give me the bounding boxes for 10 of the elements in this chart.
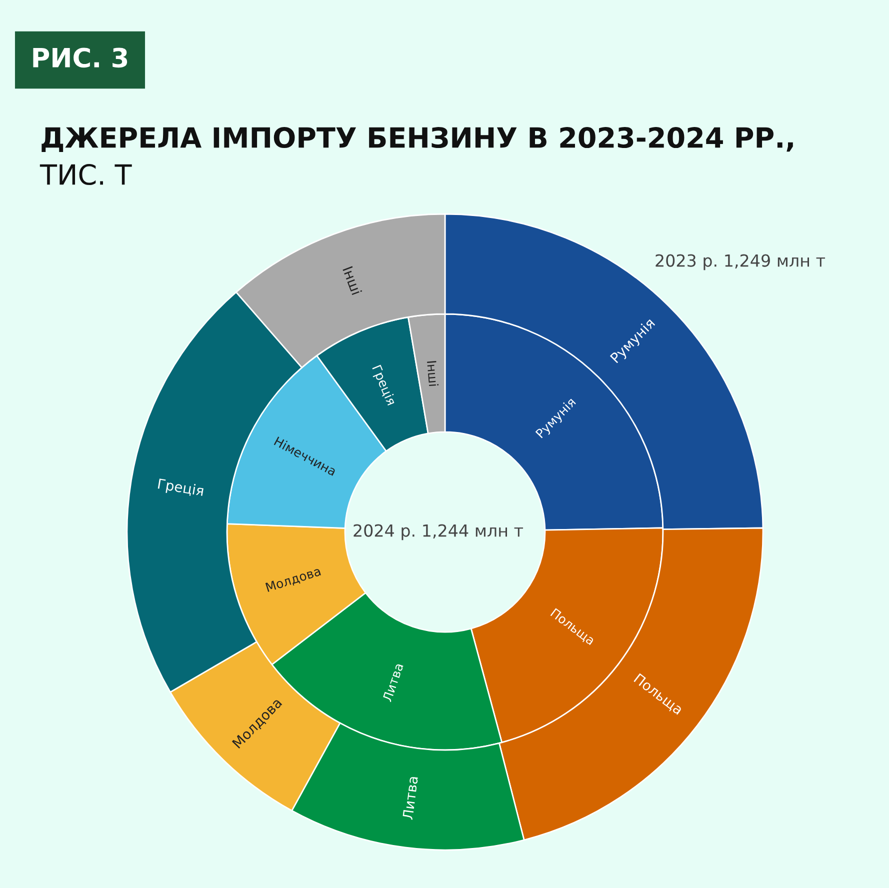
slice-label: Литва bbox=[402, 776, 418, 820]
category-label: Інші bbox=[342, 266, 362, 296]
slice-label: 2024 р. 1,244 млн т bbox=[354, 524, 524, 540]
chart-subtitle: ТИС. Т bbox=[40, 164, 132, 186]
category-label: Греція bbox=[158, 478, 204, 496]
slice-label: Інші bbox=[427, 360, 439, 386]
slice-label: Литва bbox=[382, 662, 404, 702]
chart-title: ДЖЕРЕЛА ІМПОРТУ БЕНЗИНУ В 2023-2024 РР., bbox=[42, 127, 793, 152]
slice-label: 2023 р. 1,249 млн т bbox=[656, 254, 826, 270]
text: РИС. 3 bbox=[33, 48, 128, 68]
